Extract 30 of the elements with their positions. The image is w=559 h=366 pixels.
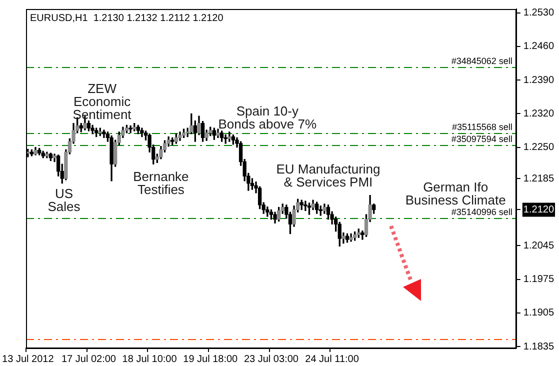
- chart-title: EURUSD,H1 1.2130 1.2132 1.2112 1.2120: [30, 12, 224, 24]
- x-tick-label: 24 Jul 11:00: [305, 354, 360, 365]
- y-tick-label: 1.2185: [523, 173, 554, 184]
- ref-line-label: #35097594 sell: [451, 134, 512, 144]
- candlestick: [304, 200, 308, 211]
- y-tick-label: 1.2250: [523, 142, 554, 154]
- annotation: US Sales: [48, 186, 81, 214]
- annotation: Bernanke Testifies: [133, 168, 189, 197]
- y-tick-label: 1.1835: [523, 341, 554, 352]
- annotation: Spain 10-y Bonds above 7%: [218, 104, 317, 132]
- x-tick-label: 23 Jul 03:00: [244, 354, 299, 365]
- y-tick-label: 1.2530: [523, 8, 554, 19]
- x-tick-label: 13 Jul 2012: [2, 354, 54, 365]
- candlestick: [360, 230, 364, 240]
- annotation: EU Manufacturing & Services PMI: [276, 162, 380, 190]
- y-tick-label: 1.2045: [523, 240, 554, 252]
- x-tick-label: 17 Jul 02:00: [61, 354, 116, 365]
- y-tick-label: 1.2320: [523, 108, 554, 120]
- y-tick-label: 1.2120: [523, 204, 554, 216]
- annotation: German Ifo Business Climate: [405, 179, 506, 208]
- ref-line-label: #35115568 sell: [452, 122, 512, 132]
- x-tick-label: 19 Jul 18:00: [183, 354, 238, 365]
- ref-line-label: #35140996 sell: [451, 206, 512, 217]
- y-tick-label: 1.2390: [523, 74, 554, 86]
- x-tick-label: 18 Jul 10:00: [122, 354, 178, 365]
- y-tick-label: 1.1905: [523, 308, 554, 319]
- ref-line-label: #34845062 sell: [451, 56, 512, 66]
- y-tick-label: 1.2460: [523, 41, 554, 52]
- y-tick-label: 1.1975: [523, 274, 554, 286]
- annotation: ZEW Economic Sentiment: [72, 81, 132, 122]
